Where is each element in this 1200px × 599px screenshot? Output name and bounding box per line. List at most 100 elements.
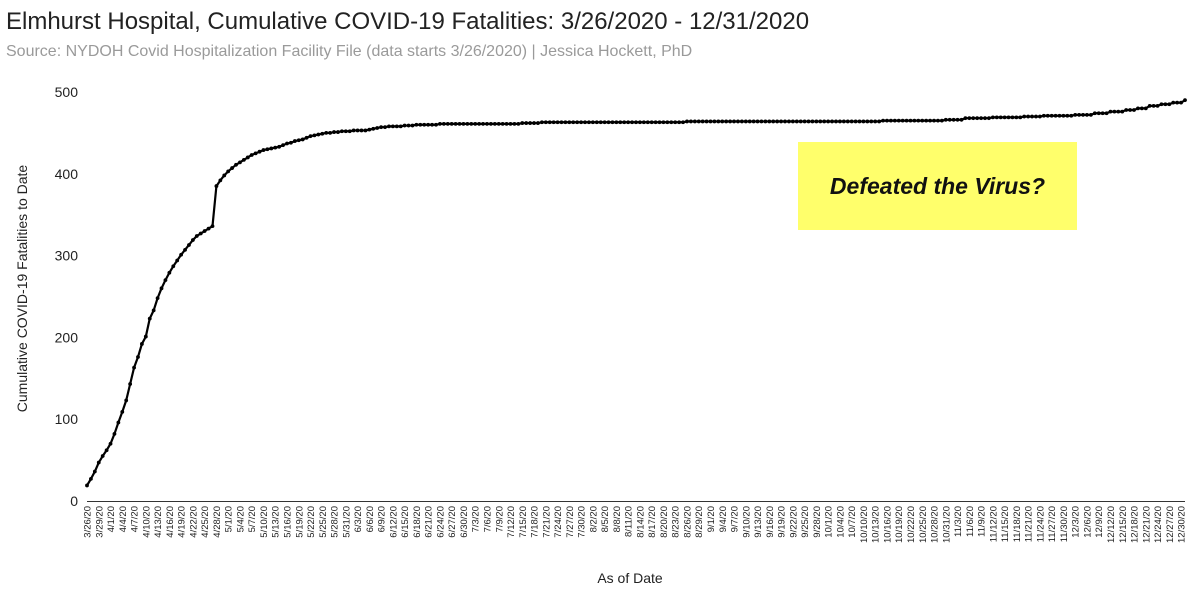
x-tick-label: 7/3/20	[471, 506, 482, 532]
data-point	[947, 117, 952, 122]
data-point	[653, 120, 658, 125]
data-point	[677, 120, 682, 125]
data-point	[838, 119, 842, 124]
data-point	[398, 124, 403, 129]
data-point	[277, 144, 282, 149]
data-point	[634, 120, 638, 125]
x-tick-label: 8/23/20	[671, 506, 682, 538]
data-point	[379, 125, 384, 130]
data-point	[92, 469, 97, 474]
x-tick-label: 4/4/20	[118, 506, 129, 532]
x-tick-label: 7/30/20	[577, 506, 588, 538]
data-point	[316, 132, 321, 137]
data-point	[339, 129, 344, 134]
x-tick-label: 6/6/20	[365, 506, 376, 532]
data-point	[759, 119, 764, 124]
data-point	[932, 118, 936, 123]
data-point	[449, 122, 454, 126]
data-point	[492, 122, 497, 126]
data-point	[857, 119, 862, 124]
data-point	[445, 122, 450, 126]
data-point	[100, 454, 105, 458]
data-point	[1088, 113, 1093, 117]
data-point	[351, 128, 356, 133]
data-point	[700, 119, 705, 124]
x-tick-label: 8/8/20	[612, 506, 623, 532]
x-tick-label: 6/12/20	[388, 506, 399, 538]
data-point	[481, 122, 485, 126]
data-point	[410, 123, 415, 128]
x-tick-label: 12/6/20	[1082, 506, 1093, 538]
data-point	[822, 119, 827, 124]
data-point	[877, 119, 882, 124]
x-tick-label: 8/2/20	[588, 506, 599, 532]
x-tick-label: 9/7/20	[730, 506, 741, 532]
x-tick-label: 11/27/20	[1047, 506, 1058, 542]
data-point	[936, 118, 940, 123]
data-point	[739, 119, 744, 124]
data-point	[402, 123, 407, 128]
data-point	[987, 116, 991, 121]
data-point	[626, 120, 631, 125]
x-tick-label: 12/18/20	[1130, 506, 1141, 543]
data-point	[614, 120, 619, 125]
x-tick-label: 5/1/20	[224, 506, 235, 532]
annotation-text: Defeated the Virus?	[830, 173, 1045, 199]
data-point	[834, 119, 838, 124]
data-point	[1136, 106, 1140, 111]
data-point	[238, 160, 242, 165]
data-point	[528, 121, 533, 125]
data-point	[1081, 113, 1085, 117]
data-point	[524, 121, 529, 125]
data-point	[728, 119, 733, 124]
annotation-box-background	[798, 142, 1077, 230]
data-point	[120, 409, 125, 414]
x-tick-label: 12/27/20	[1165, 506, 1176, 543]
data-point	[249, 153, 254, 157]
data-point	[198, 231, 203, 236]
x-tick-label: 7/24/20	[553, 506, 564, 538]
x-tick-label: 9/4/20	[718, 506, 729, 532]
x-tick-label: 4/25/20	[200, 506, 211, 538]
data-point	[755, 119, 760, 124]
data-point	[1096, 111, 1101, 116]
data-point	[994, 115, 999, 120]
data-point	[253, 151, 258, 156]
data-point	[300, 137, 305, 142]
data-point	[202, 229, 207, 233]
data-point	[500, 122, 505, 126]
data-point	[1006, 115, 1011, 120]
y-tick-label: 300	[55, 248, 79, 264]
data-point	[112, 432, 117, 436]
data-point	[304, 135, 309, 140]
x-tick-label: 6/21/20	[424, 506, 435, 538]
y-axis-label: Cumulative COVID-19 Fatalities to Date	[14, 165, 30, 413]
x-tick-label: 5/4/20	[235, 506, 246, 532]
data-point	[939, 118, 944, 123]
data-point	[751, 119, 756, 124]
x-tick-label: 12/3/20	[1071, 506, 1082, 538]
data-point	[108, 441, 113, 446]
data-point	[787, 119, 791, 124]
x-tick-label: 9/1/20	[706, 506, 717, 532]
data-point	[689, 119, 693, 124]
data-point	[1143, 106, 1148, 111]
data-point	[422, 122, 427, 127]
data-point	[359, 128, 364, 133]
data-point	[1018, 115, 1023, 120]
x-tick-label: 4/28/20	[212, 506, 223, 538]
data-point	[975, 116, 980, 121]
y-tick-label: 400	[55, 166, 79, 182]
data-point	[512, 122, 517, 126]
data-point	[406, 123, 411, 128]
data-point	[383, 125, 387, 130]
data-point	[328, 131, 333, 135]
x-tick-label: 3/29/20	[94, 506, 105, 538]
data-point	[579, 120, 583, 125]
x-tick-label: 12/30/20	[1177, 506, 1188, 543]
data-point	[873, 119, 878, 124]
data-point	[1049, 113, 1054, 118]
data-point	[296, 138, 301, 143]
data-point	[990, 115, 995, 120]
x-tick-label: 11/24/20	[1035, 506, 1046, 542]
